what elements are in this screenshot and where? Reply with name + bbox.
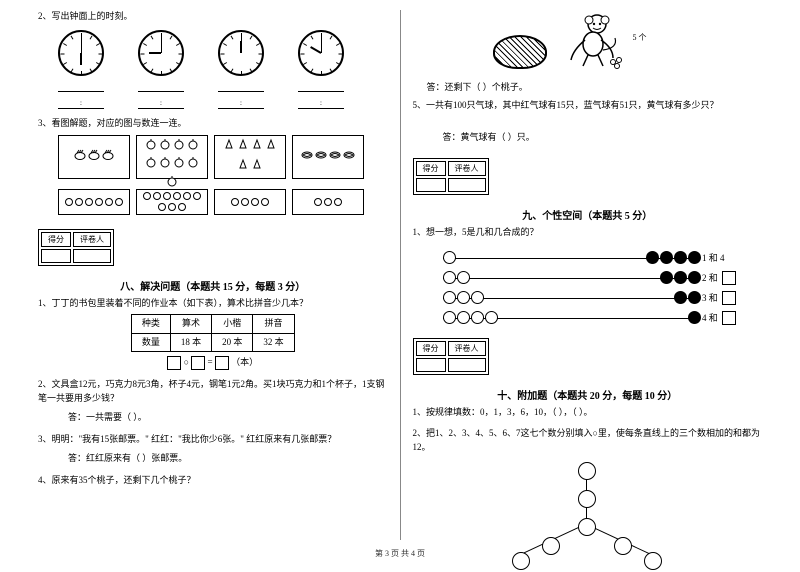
- section-9-title: 九、个性空间（本题共 5 分）: [413, 207, 763, 222]
- section-10-title: 十、附加题（本题共 20 分，每题 10 分）: [413, 387, 763, 402]
- op-box: [191, 356, 205, 370]
- s8-q5-ans: 答：黄气球有（ ）只。: [443, 131, 763, 145]
- s8-q3-ans: 答：红红原来有（ ）张邮票。: [68, 452, 388, 466]
- column-divider: [400, 10, 401, 540]
- s8-q4: 4、原来有35个桃子，还剩下几个桃子？: [38, 474, 388, 488]
- score-label: 得分: [41, 232, 71, 247]
- s8-q1-text: 1、丁丁的书包里装着不同的作业本（如下表），算术比拼音少几本？: [38, 297, 388, 311]
- s8-q1: 1、丁丁的书包里装着不同的作业本（如下表），算术比拼音少几本？ 种类算术小楷拼音…: [38, 297, 388, 371]
- right-column: 5 个 答：还剩下（ ）个桃子。 5、一共有100只气球，其中红气球有15只，蓝…: [405, 10, 771, 540]
- page-footer: 第 3 页 共 4 页: [0, 548, 800, 559]
- op-unit: （本）: [231, 357, 258, 367]
- fruit-row: [38, 135, 388, 179]
- basket-icon: [493, 35, 547, 69]
- s8-q5: 5、一共有100只气球，其中红气球有15只，蓝气球有51只，黄气球有多少只？ 答…: [413, 99, 763, 144]
- monkey-scene: 5 个: [473, 10, 763, 80]
- clock-colon-row: ::::: [38, 98, 388, 110]
- eq-sign: =: [208, 357, 213, 367]
- op-row: ○ = （本）: [38, 356, 388, 370]
- section-8-title: 八、解决问题（本题共 15 分，每题 3 分）: [38, 278, 388, 293]
- s8-q5-text: 5、一共有100只气球，其中红气球有15只，蓝气球有51只，黄气球有多少只？: [413, 99, 763, 113]
- op-box: [215, 356, 229, 370]
- score-box-8: 得分 评卷人: [38, 229, 114, 266]
- monkey-icon: [563, 10, 623, 72]
- peach-count-label: 5 个: [633, 32, 647, 43]
- grader-label: 评卷人: [448, 161, 486, 176]
- q2-text: 2、写出钟面上的时刻。: [38, 10, 388, 24]
- workbook-table: 种类算术小楷拼音 数量18 本20 本32 本: [131, 314, 295, 352]
- q3: 3、看图解题，对应的图与数连一连。: [38, 117, 388, 215]
- bead-block: 1 和 42 和3 和4 和: [413, 248, 763, 328]
- s8-q2-ans: 答：一共需要（ ）。: [68, 411, 388, 425]
- clock-underlines: [38, 82, 388, 92]
- s8-q2: 2、文具盒12元，巧克力8元3角，杯子4元，钢笔1元2角。买1块巧克力和1个杯子…: [38, 378, 388, 425]
- score-label: 得分: [416, 341, 446, 356]
- s8-q3-text: 3、明明："我有15张邮票。" 红红："我比你少6张。" 红红原来有几张邮票？: [38, 433, 388, 447]
- left-column: 2、写出钟面上的时刻。 :::: 3、看图解题，对应的图与数连一连。 得分 评卷…: [30, 10, 396, 540]
- q4-ans: 答：还剩下（ ）个桃子。: [413, 80, 763, 93]
- page-content: 2、写出钟面上的时刻。 :::: 3、看图解题，对应的图与数连一连。 得分 评卷…: [0, 0, 800, 540]
- score-box-9: 得分 评卷人: [413, 158, 489, 195]
- s9-q1-text: 1、想一想，5是几和几合成的？: [413, 226, 763, 240]
- clock-row: [38, 30, 388, 76]
- op-box: [167, 356, 181, 370]
- q3-text: 3、看图解题，对应的图与数连一连。: [38, 117, 388, 131]
- q2: 2、写出钟面上的时刻。 ::::: [38, 10, 388, 109]
- score-label: 得分: [416, 161, 446, 176]
- grader-label: 评卷人: [448, 341, 486, 356]
- grader-label: 评卷人: [73, 232, 111, 247]
- score-box-10: 得分 评卷人: [413, 338, 489, 375]
- s8-q2-text: 2、文具盒12元，巧克力8元3角，杯子4元，钢笔1元2角。买1块巧克力和1个杯子…: [38, 378, 388, 405]
- s10-q2: 2、把1、2、3、4、5、6、7这七个数分别填入○里，使每条直线上的三个数相加的…: [413, 427, 763, 454]
- count-row: [38, 189, 388, 215]
- s8-q4-text: 4、原来有35个桃子，还剩下几个桃子？: [38, 474, 388, 488]
- s8-q3: 3、明明："我有15张邮票。" 红红："我比你少6张。" 红红原来有几张邮票？ …: [38, 433, 388, 466]
- s10-q1: 1、按规律填数：0，1，3，6，10，（ ），（ ）。: [413, 406, 763, 420]
